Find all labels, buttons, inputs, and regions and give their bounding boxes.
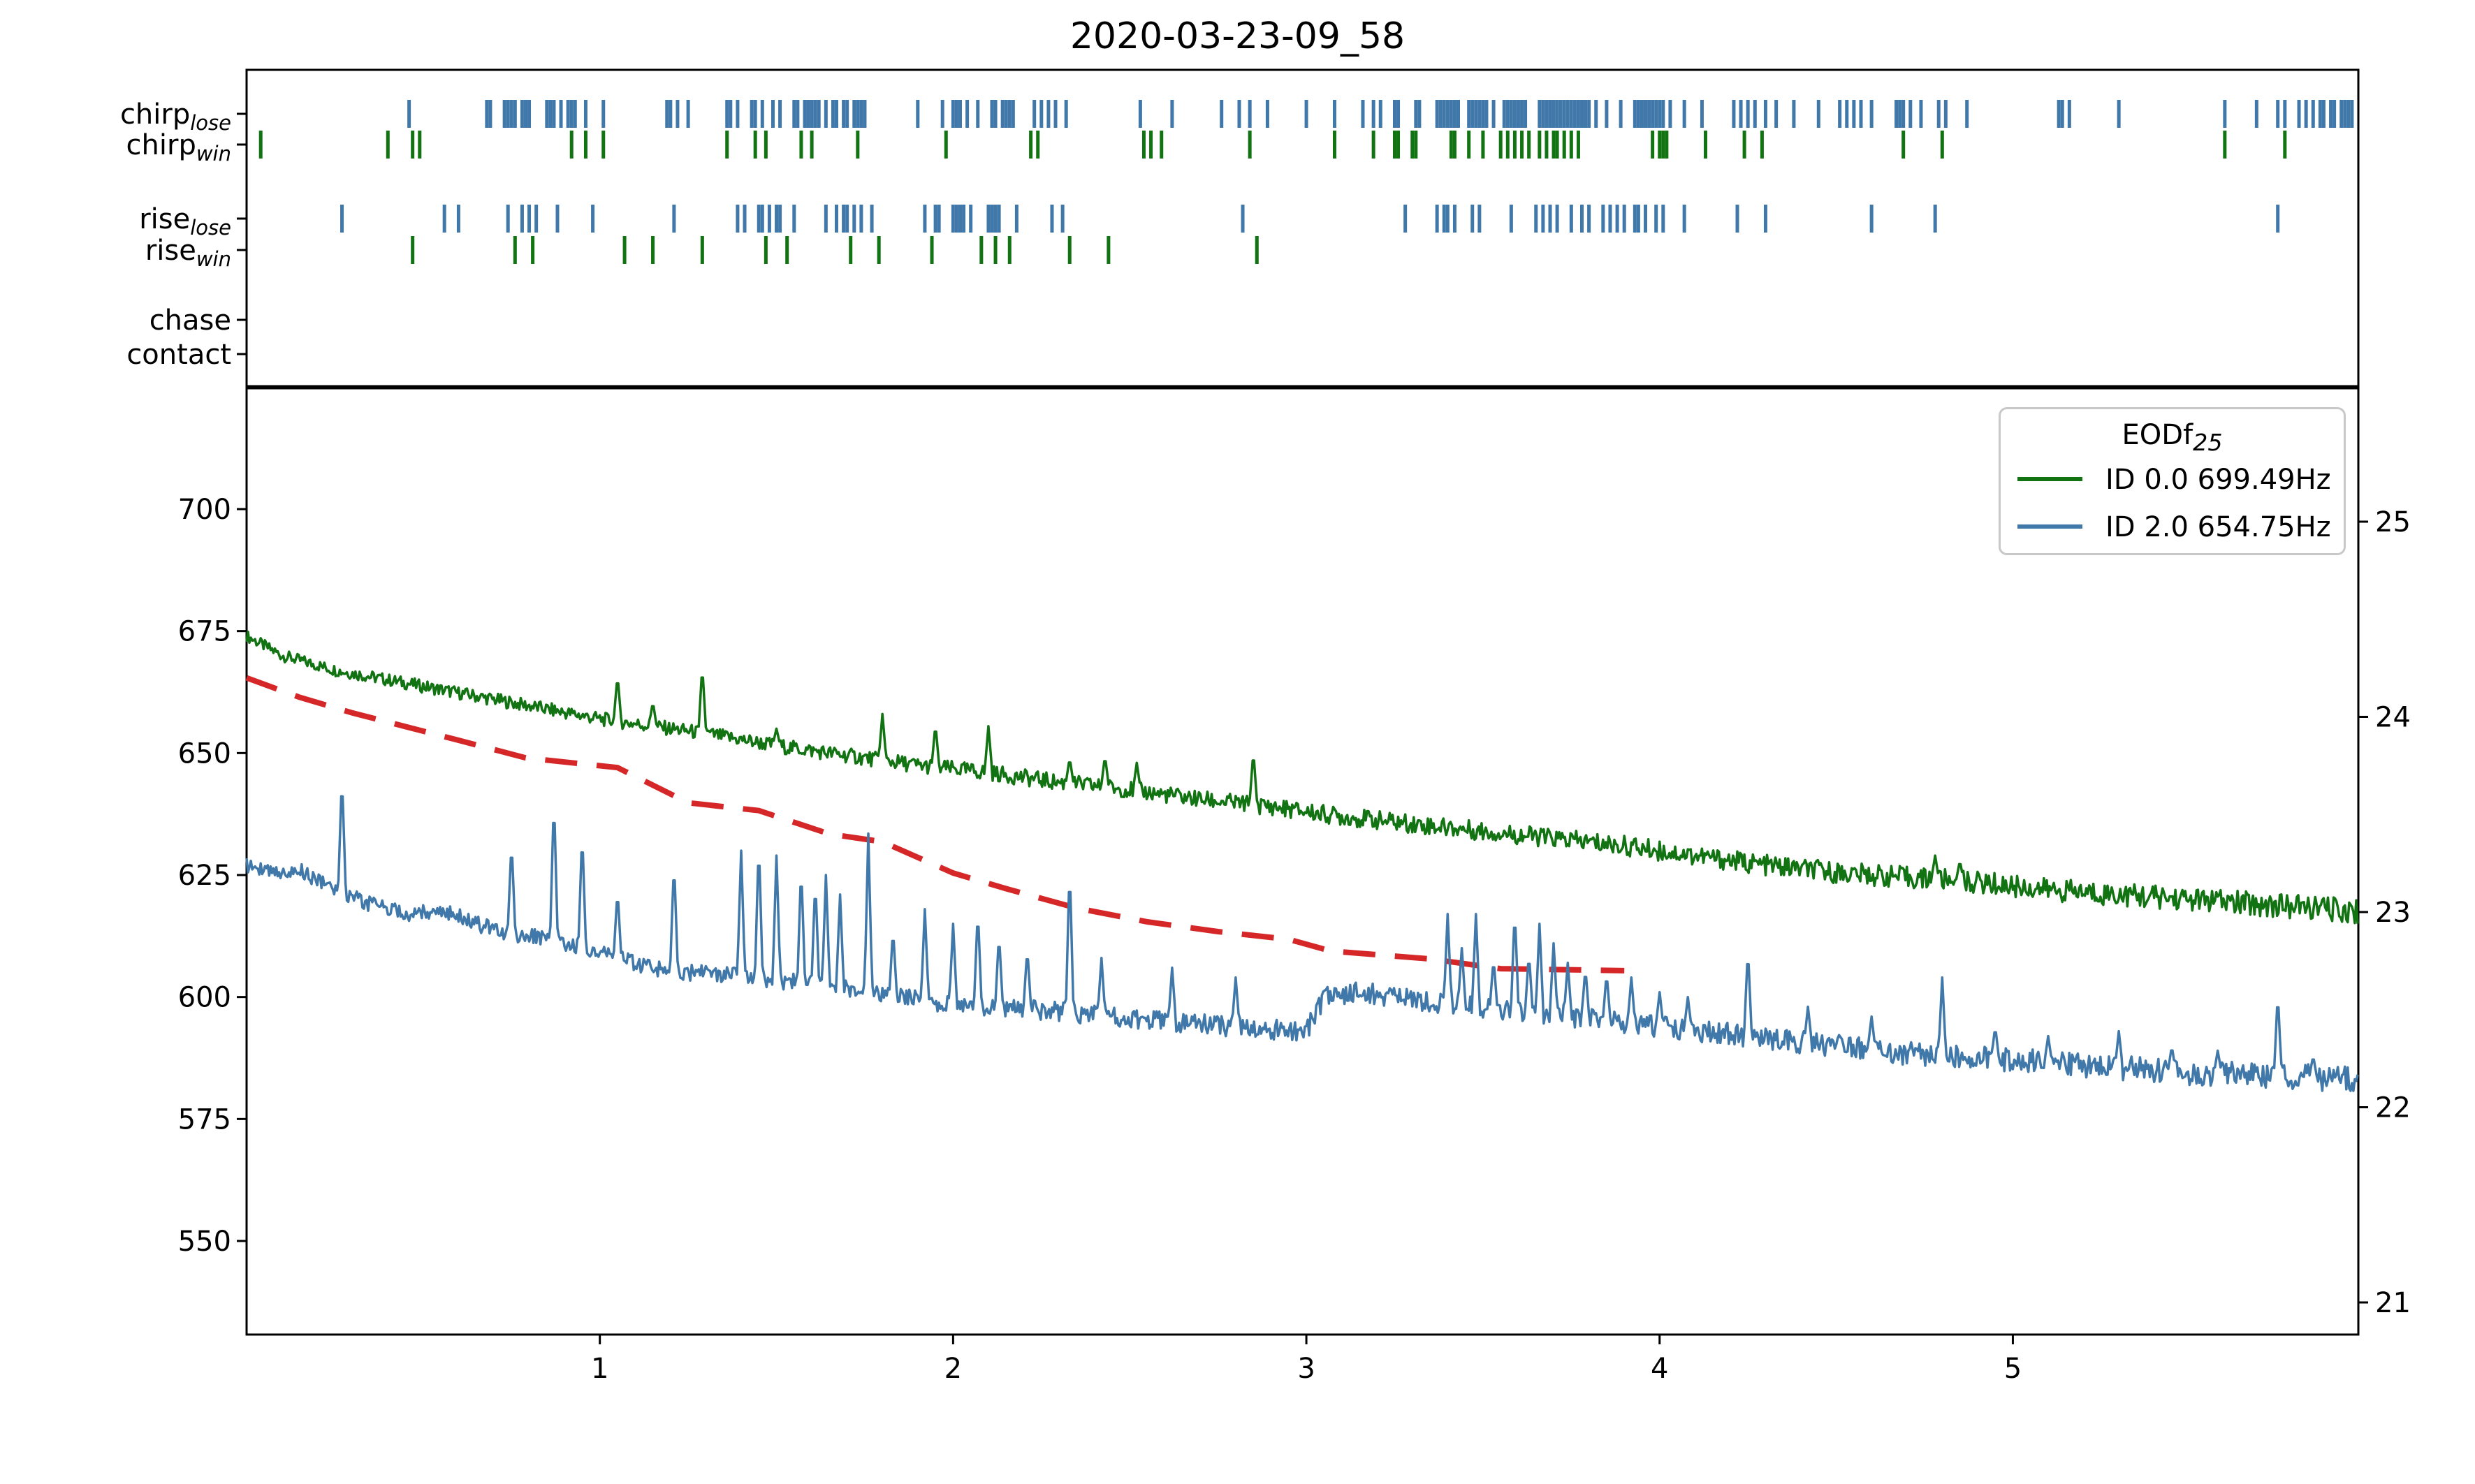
legend-entry-winner: ID 0.0 699.49Hz (2009, 464, 2337, 496)
legend-box: EODf25 ID 0.0 699.49Hz ID 2.0 654.75Hz (1999, 407, 2346, 555)
event-row-rise_win (411, 236, 1259, 264)
row-label-rise_lose: riselose (139, 203, 231, 240)
row-label-contact: contact (126, 339, 231, 371)
chart-title: 2020-03-23-09_58 (1069, 15, 1406, 57)
right-axis-tick-label: 23 (2375, 897, 2411, 929)
row-label-chase: chase (149, 304, 231, 337)
x-axis-tick-label: 3 (1297, 1353, 1315, 1385)
legend-title: EODf25 (2001, 419, 2344, 456)
right-axis-tick-label: 21 (2375, 1287, 2411, 1319)
raster-panel-border (245, 68, 2360, 388)
x-axis-tick-label: 4 (1651, 1353, 1668, 1385)
loser-line-swatch (2017, 524, 2082, 529)
right-axis-tick-label: 25 (2375, 506, 2411, 538)
event-row-chirp_win (258, 131, 2287, 159)
left-axis-tick-label: 650 (178, 737, 231, 770)
row-label-chirp_win: chirpwin (126, 129, 231, 166)
legend-entry-label: ID 0.0 699.49Hz (2105, 464, 2331, 496)
left-axis-tick-label: 550 (178, 1226, 231, 1258)
x-axis-tick-label: 2 (944, 1353, 962, 1385)
legend-entry-label: ID 2.0 654.75Hz (2105, 511, 2331, 543)
winner-line-swatch (2017, 477, 2082, 481)
left-axis-tick-label: 675 (178, 616, 231, 648)
temperature-trace (245, 675, 1625, 974)
event-row-rise_lose (340, 205, 2280, 233)
right-axis-tick-label: 24 (2375, 702, 2411, 734)
left-axis-tick-label: 625 (178, 860, 231, 892)
left-axis-tick-label: 575 (178, 1103, 231, 1136)
row-label-rise_win: risewin (145, 235, 231, 271)
legend-title-sub: 25 (2193, 429, 2223, 456)
event-row-chirp_lose (407, 100, 2354, 128)
x-axis-tick-label: 5 (2004, 1353, 2022, 1385)
right-axis-tick-label: 22 (2375, 1092, 2411, 1124)
winner-frequency-trace (245, 630, 2359, 925)
loser-frequency-trace (245, 795, 2359, 1092)
x-axis-tick-label: 1 (591, 1353, 608, 1385)
row-label-chirp_lose: chirplose (120, 98, 231, 135)
legend-title-base: EODf (2122, 419, 2193, 451)
legend-entry-loser: ID 2.0 654.75Hz (2009, 511, 2337, 543)
left-axis-tick-label: 600 (178, 982, 231, 1014)
left-axis-tick-label: 700 (178, 494, 231, 526)
